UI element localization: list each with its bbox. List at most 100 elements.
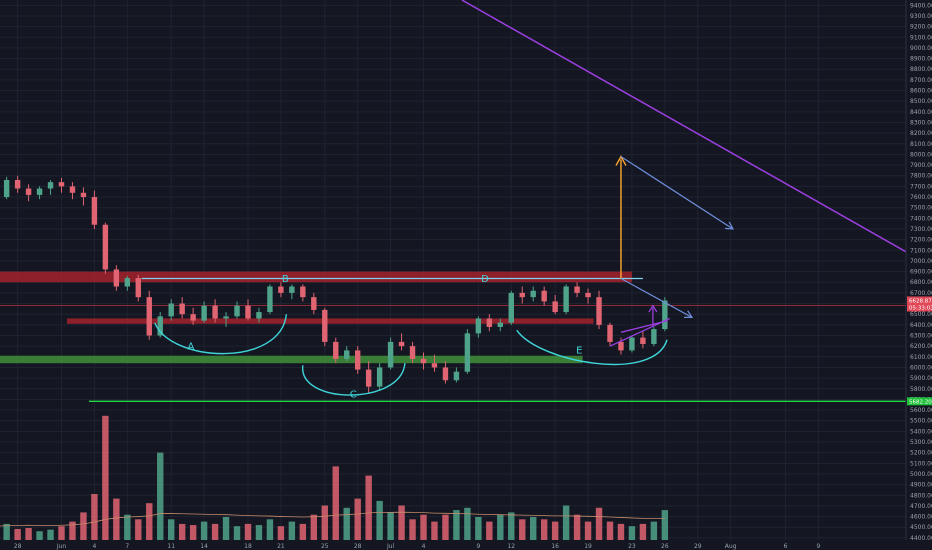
volume-ma-line: [0, 511, 665, 527]
candle-body: [25, 188, 32, 195]
price-tick-label: 8100.00: [910, 141, 932, 148]
candle-body: [629, 337, 635, 351]
candle-body: [3, 180, 10, 198]
price-tick-label: 5600.00: [910, 407, 932, 414]
volume-bar: [135, 519, 142, 540]
price-axis-bg: [906, 0, 932, 550]
volume-bar: [354, 498, 361, 540]
volume-bar: [486, 521, 493, 540]
price-tick-label: 5500.00: [910, 418, 932, 425]
time-tick-label: 19: [584, 543, 592, 550]
candle-body: [431, 363, 438, 368]
candle-body: [585, 292, 591, 298]
time-tick-label: 29: [694, 543, 702, 550]
candle-body: [333, 341, 339, 359]
candle-body: [530, 290, 536, 298]
volume-bar: [573, 514, 581, 540]
time-axis: 28 Jun 4 7 11 14 18 21 25 28 Jul 4 9 12 16 19 23 26 29 Aug 6…: [14, 543, 821, 550]
candle-body: [14, 180, 21, 189]
volume-bar: [310, 514, 318, 540]
candle-body: [398, 341, 405, 347]
time-tick-label: 28: [354, 543, 362, 550]
price-tick-label: 4400.00: [910, 535, 932, 542]
candle-body: [124, 277, 131, 287]
price-tick-label: 7900.00: [910, 162, 932, 169]
time-tick-label: 16: [551, 543, 559, 550]
candle-body: [453, 371, 460, 381]
price-tick-label: 4500.00: [910, 524, 932, 531]
time-tick-label: Aug: [725, 543, 737, 550]
price-tick-label: 7400.00: [910, 215, 932, 222]
price-tick-label: 7300.00: [910, 226, 932, 233]
price-tick-label: 5000.00: [910, 471, 932, 478]
candle-body: [640, 337, 646, 345]
volume-bar: [146, 503, 153, 540]
candle-body: [354, 350, 361, 370]
candle-body: [519, 292, 525, 298]
last-price-value: 6628.87: [909, 298, 932, 304]
candle-body: [80, 192, 87, 198]
volume-bar: [255, 525, 263, 540]
price-tick-label: 8400.00: [910, 109, 932, 116]
candle-body: [311, 297, 317, 310]
price-tick-label: 9000.00: [910, 45, 932, 52]
time-tick-label: 25: [321, 543, 329, 550]
price-tick-label: 6900.00: [910, 269, 932, 276]
pattern-label-b: B: [282, 274, 289, 285]
volume-bar: [124, 514, 131, 540]
price-tick-label: 8800.00: [910, 66, 932, 73]
candle-body: [146, 297, 152, 336]
volume-bar: [365, 475, 372, 540]
last-price-badge: [907, 296, 932, 312]
candle-body: [102, 224, 109, 270]
volume-bar: [398, 505, 405, 540]
volume-bar: [266, 519, 274, 540]
upper-projection-arrow-head: [724, 221, 735, 230]
price-tick-label: 7100.00: [910, 247, 932, 254]
price-tick-label: 5200.00: [910, 450, 932, 457]
pattern-label-e: E: [576, 346, 582, 357]
volume-bar: [628, 526, 636, 540]
price-tick-label: 6700.00: [910, 290, 932, 297]
price-tick-label: 5300.00: [910, 439, 932, 446]
volume-bars: [3, 415, 669, 540]
volume-bar: [475, 517, 482, 540]
time-tick-label: Jun: [56, 543, 67, 550]
volume-bar: [551, 521, 559, 540]
time-tick-label: 9: [817, 543, 821, 550]
candle-body: [190, 314, 196, 321]
pattern-label-a: A: [188, 341, 195, 352]
price-tick-label: 8900.00: [910, 56, 932, 63]
volume-bar: [157, 452, 164, 540]
price-tick-label: 6000.00: [910, 364, 932, 371]
price-tick-label: 8600.00: [910, 88, 932, 95]
breakout-arrow-head: [648, 304, 658, 313]
candle-body: [618, 341, 624, 351]
candle-body: [58, 182, 65, 187]
volume-bar: [168, 519, 175, 540]
candle-body: [300, 286, 306, 298]
time-tick-label: 18: [244, 543, 252, 550]
downtrend-line: [461, 0, 907, 253]
candle-body: [245, 305, 251, 319]
lower-projection-arrow-line: [620, 277, 693, 318]
volume-bar: [442, 514, 449, 540]
volume-bar: [200, 521, 208, 540]
price-tick-label: 6400.00: [910, 322, 932, 329]
time-tick-label: 12: [507, 543, 515, 550]
volume-bar: [617, 523, 625, 540]
volume-bar: [519, 519, 526, 540]
pattern-arc-e: [516, 329, 668, 366]
volume-bar: [14, 528, 21, 540]
candle-body: [344, 350, 350, 359]
candles: [3, 175, 668, 394]
volume-bar: [211, 523, 219, 540]
support-price-value: 5682.20: [909, 399, 932, 405]
volume-bar: [189, 525, 197, 540]
candle-body: [135, 277, 141, 298]
candle-body: [168, 303, 174, 317]
volume-bar: [431, 521, 438, 540]
price-tick-label: 6100.00: [910, 354, 932, 361]
